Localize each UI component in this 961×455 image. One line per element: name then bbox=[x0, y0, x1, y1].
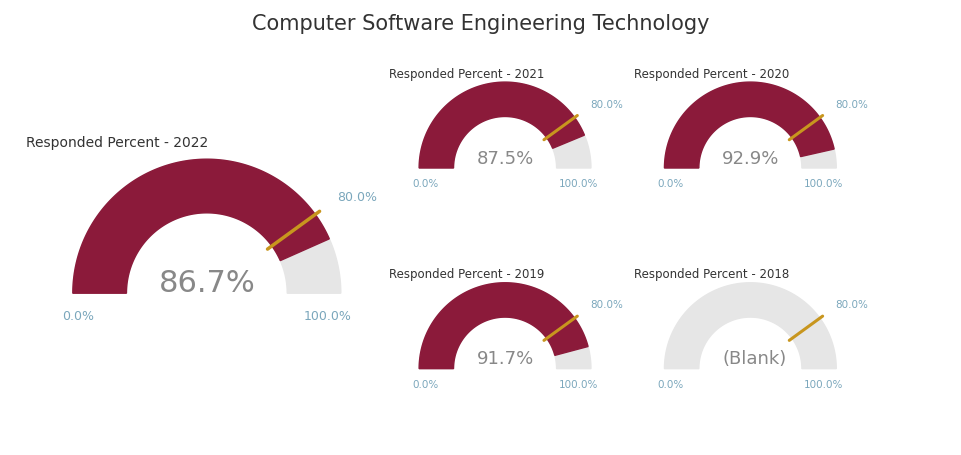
Text: 0.0%: 0.0% bbox=[657, 179, 683, 189]
Text: Responded Percent - 2019: Responded Percent - 2019 bbox=[388, 268, 544, 281]
Text: 87.5%: 87.5% bbox=[476, 149, 533, 167]
Text: 91.7%: 91.7% bbox=[476, 349, 533, 368]
Text: Responded Percent - 2020: Responded Percent - 2020 bbox=[633, 67, 789, 81]
Text: 0.0%: 0.0% bbox=[62, 309, 94, 323]
Text: 0.0%: 0.0% bbox=[657, 379, 683, 389]
Text: 100.0%: 100.0% bbox=[557, 179, 597, 189]
Text: 0.0%: 0.0% bbox=[412, 179, 438, 189]
Polygon shape bbox=[419, 283, 587, 369]
Text: 80.0%: 80.0% bbox=[336, 190, 377, 203]
Text: (Blank): (Blank) bbox=[722, 349, 786, 368]
Polygon shape bbox=[419, 83, 590, 169]
Polygon shape bbox=[73, 160, 329, 293]
Polygon shape bbox=[419, 83, 583, 169]
Polygon shape bbox=[664, 283, 835, 369]
Text: 80.0%: 80.0% bbox=[834, 300, 867, 310]
Text: Responded Percent - 2018: Responded Percent - 2018 bbox=[633, 268, 789, 281]
Polygon shape bbox=[73, 160, 340, 293]
Text: Responded Percent - 2021: Responded Percent - 2021 bbox=[388, 67, 544, 81]
Polygon shape bbox=[664, 83, 835, 169]
Text: 80.0%: 80.0% bbox=[589, 100, 622, 110]
Text: Computer Software Engineering Technology: Computer Software Engineering Technology bbox=[252, 14, 709, 34]
Text: Responded Percent - 2022: Responded Percent - 2022 bbox=[26, 136, 208, 150]
Text: 100.0%: 100.0% bbox=[304, 309, 351, 323]
Polygon shape bbox=[419, 283, 590, 369]
Text: 80.0%: 80.0% bbox=[834, 100, 867, 110]
Text: 100.0%: 100.0% bbox=[802, 379, 842, 389]
Polygon shape bbox=[664, 83, 833, 169]
Text: 100.0%: 100.0% bbox=[557, 379, 597, 389]
Text: 0.0%: 0.0% bbox=[412, 379, 438, 389]
Text: 100.0%: 100.0% bbox=[802, 179, 842, 189]
Text: 92.9%: 92.9% bbox=[721, 149, 778, 167]
Text: 80.0%: 80.0% bbox=[589, 300, 622, 310]
Text: 86.7%: 86.7% bbox=[159, 268, 255, 297]
